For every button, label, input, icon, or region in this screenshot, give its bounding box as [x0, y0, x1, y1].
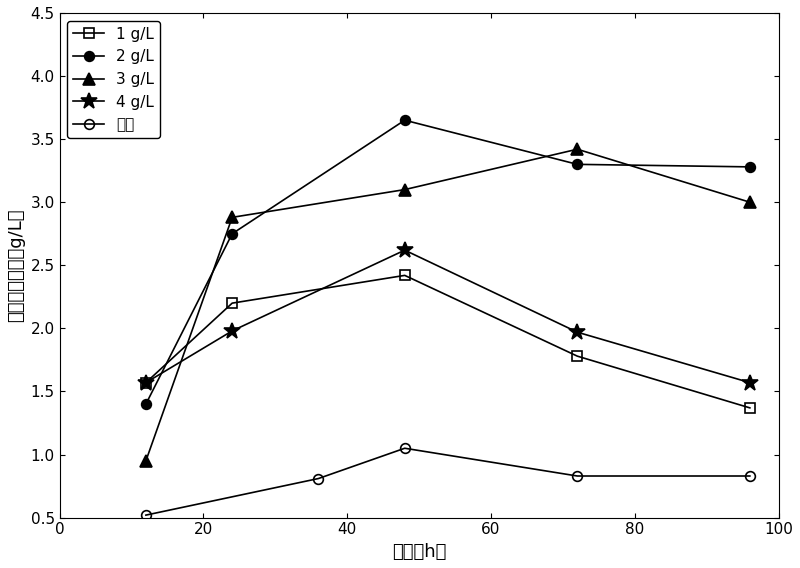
对照 — [400, 445, 410, 452]
3 g/L — [141, 457, 150, 464]
1 g/L — [745, 404, 754, 411]
1 g/L — [141, 379, 150, 386]
Legend: 1 g/L, 2 g/L, 3 g/L, 4 g/L, 对照: 1 g/L, 2 g/L, 3 g/L, 4 g/L, 对照 — [67, 20, 160, 139]
4 g/L — [400, 247, 410, 253]
Line: 对照: 对照 — [141, 444, 754, 520]
3 g/L — [227, 214, 237, 221]
3 g/L — [573, 146, 582, 153]
Line: 4 g/L: 4 g/L — [138, 242, 758, 391]
2 g/L — [745, 164, 754, 170]
Line: 2 g/L: 2 g/L — [141, 115, 754, 409]
1 g/L — [400, 272, 410, 279]
Line: 1 g/L: 1 g/L — [141, 270, 754, 413]
1 g/L — [227, 300, 237, 307]
2 g/L — [573, 161, 582, 168]
Line: 3 g/L: 3 g/L — [140, 144, 755, 466]
对照 — [745, 473, 754, 479]
Y-axis label: 挥发性脂肪酸（g/L）: 挥发性脂肪酸（g/L） — [7, 208, 25, 322]
3 g/L — [745, 199, 754, 206]
2 g/L — [400, 117, 410, 124]
对照 — [314, 475, 323, 482]
2 g/L — [227, 231, 237, 237]
2 g/L — [141, 400, 150, 407]
3 g/L — [400, 186, 410, 193]
4 g/L — [745, 379, 754, 386]
X-axis label: 时间（h）: 时间（h） — [392, 543, 446, 561]
对照 — [573, 473, 582, 479]
1 g/L — [573, 353, 582, 360]
4 g/L — [227, 328, 237, 335]
4 g/L — [573, 329, 582, 336]
4 g/L — [141, 379, 150, 386]
对照 — [141, 512, 150, 519]
